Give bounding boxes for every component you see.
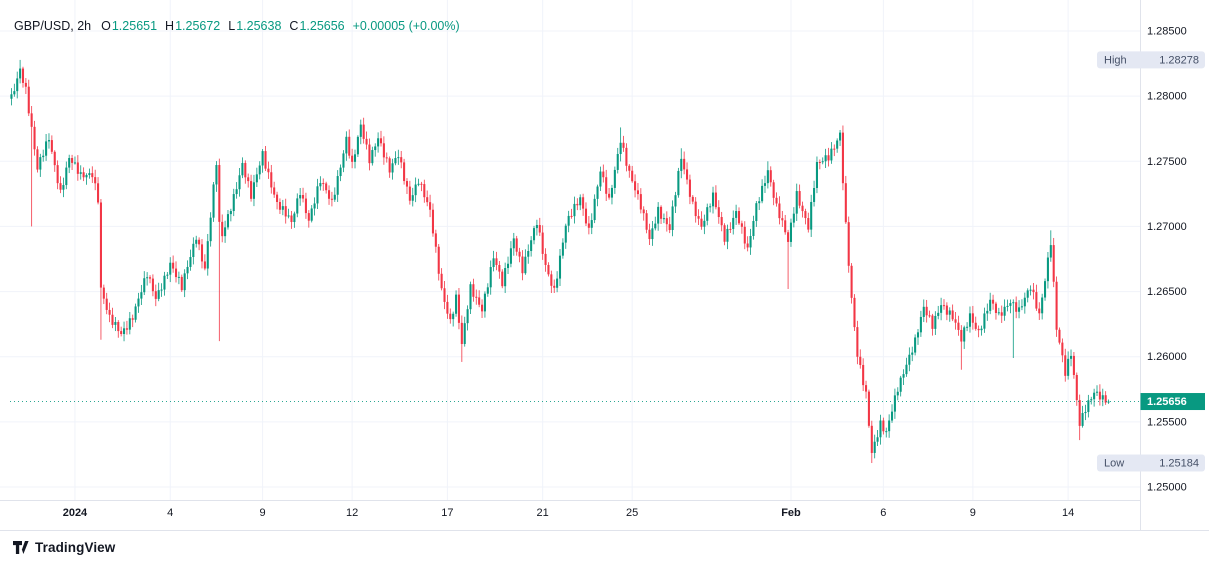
change-value: +0.00005 (+0.00%)	[352, 19, 460, 33]
price-tick-label: 1.25500	[1147, 416, 1187, 428]
tradingview-logo[interactable]: TradingView	[13, 540, 115, 555]
time-tick-label: 21	[537, 507, 549, 519]
ohlc-low-label: L	[228, 19, 236, 33]
last-price-badge: 1.25656	[1140, 393, 1205, 411]
svg-text:Low: Low	[1104, 458, 1124, 470]
price-tick-label: 1.26500	[1147, 286, 1187, 298]
ohlc-open-label: O	[101, 19, 111, 33]
ohlc-low-value: 1.25638	[236, 19, 282, 33]
time-tick-label: 2024	[63, 507, 88, 519]
high-price-label: High 1.28278	[1097, 51, 1205, 69]
time-tick-label: 9	[970, 507, 976, 519]
ohlc-open: O 1.25651	[101, 19, 157, 33]
ohlc-close-value: 1.25656	[299, 19, 345, 33]
bottom-toolbar: TradingView	[0, 531, 1209, 564]
price-tick-label: 1.27000	[1147, 221, 1187, 233]
price-tick-label: 1.28000	[1147, 91, 1187, 103]
svg-text:1.28278: 1.28278	[1159, 54, 1199, 66]
low-price-label: Low 1.25184	[1097, 454, 1205, 472]
chart-legend: GBP/USD, 2h O 1.25651 H 1.25672 L 1.25638 C…	[14, 19, 460, 33]
tradingview-icon	[13, 541, 29, 554]
time-tick-label: 14	[1062, 507, 1074, 519]
ohlc-open-value: 1.25651	[111, 19, 158, 33]
price-tick-label: 1.25000	[1147, 482, 1187, 494]
ohlc-low: L 1.25638	[228, 19, 281, 33]
price-tick-label: 1.28500	[1147, 26, 1187, 38]
symbol-title[interactable]: GBP/USD, 2h	[14, 19, 92, 33]
ohlc-close: C 1.25656	[289, 19, 344, 33]
svg-text:1.25656: 1.25656	[1147, 396, 1187, 408]
svg-text:High: High	[1104, 54, 1127, 66]
price-axis[interactable]: 1.28500 1.28000 1.27500 1.27000 1.26500 1.260…	[1147, 26, 1187, 494]
time-axis[interactable]: 2024 4 9 12 17 21 25 Feb 6 9 14	[63, 507, 1075, 519]
price-tick-label: 1.26000	[1147, 351, 1187, 363]
time-tick-label: 6	[880, 507, 886, 519]
tradingview-wordmark: TradingView	[35, 540, 116, 555]
grid	[0, 0, 1141, 500]
time-tick-label: 9	[260, 507, 266, 519]
candle-series[interactable]	[10, 59, 1110, 464]
time-tick-label: 4	[167, 507, 173, 519]
time-tick-label: 12	[346, 507, 358, 519]
time-tick-label: Feb	[781, 507, 801, 519]
svg-text:1.25184: 1.25184	[1159, 458, 1199, 470]
ohlc-high: H 1.25672	[165, 19, 220, 33]
ohlc-high-label: H	[165, 19, 175, 33]
price-tick-label: 1.27500	[1147, 156, 1187, 168]
time-tick-label: 17	[441, 507, 453, 519]
ohlc-close-label: C	[289, 19, 299, 33]
ohlc-high-value: 1.25672	[175, 19, 221, 33]
candlestick-chart[interactable]: 1.28500 1.28000 1.27500 1.27000 1.26500 1.260…	[0, 0, 1209, 531]
time-tick-label: 25	[626, 507, 638, 519]
